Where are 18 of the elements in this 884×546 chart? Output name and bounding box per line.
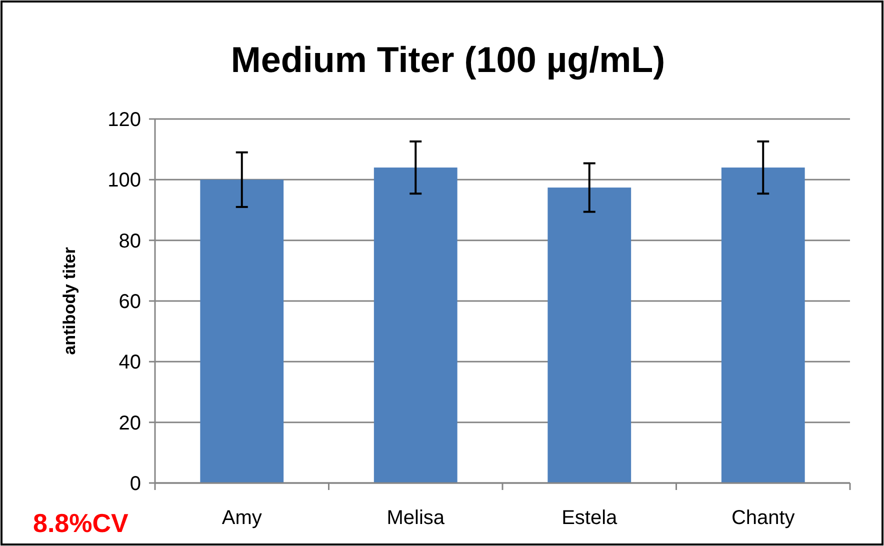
- y-tick-label: 100: [108, 170, 141, 192]
- bar: [548, 188, 632, 483]
- y-axis-title: antibody titer: [60, 246, 79, 355]
- y-tick-label: 120: [108, 109, 141, 131]
- chart-title: Medium Titer (100 µg/mL): [230, 39, 666, 80]
- y-tick-label: 20: [118, 412, 141, 434]
- bar: [721, 168, 805, 483]
- x-tick-label: Chanty: [731, 507, 795, 529]
- y-tick-label: 80: [118, 230, 141, 252]
- x-tick-label: Melisa: [386, 507, 446, 529]
- x-tick-label: Estela: [562, 507, 618, 529]
- y-tick-label: 60: [118, 291, 141, 313]
- y-tick-label: 0: [130, 473, 141, 495]
- x-tick-label: Amy: [222, 507, 262, 529]
- bar: [374, 168, 458, 483]
- text: 8.8%CV: [33, 508, 130, 538]
- y-tick-label: 40: [118, 352, 141, 374]
- bar: [200, 180, 284, 483]
